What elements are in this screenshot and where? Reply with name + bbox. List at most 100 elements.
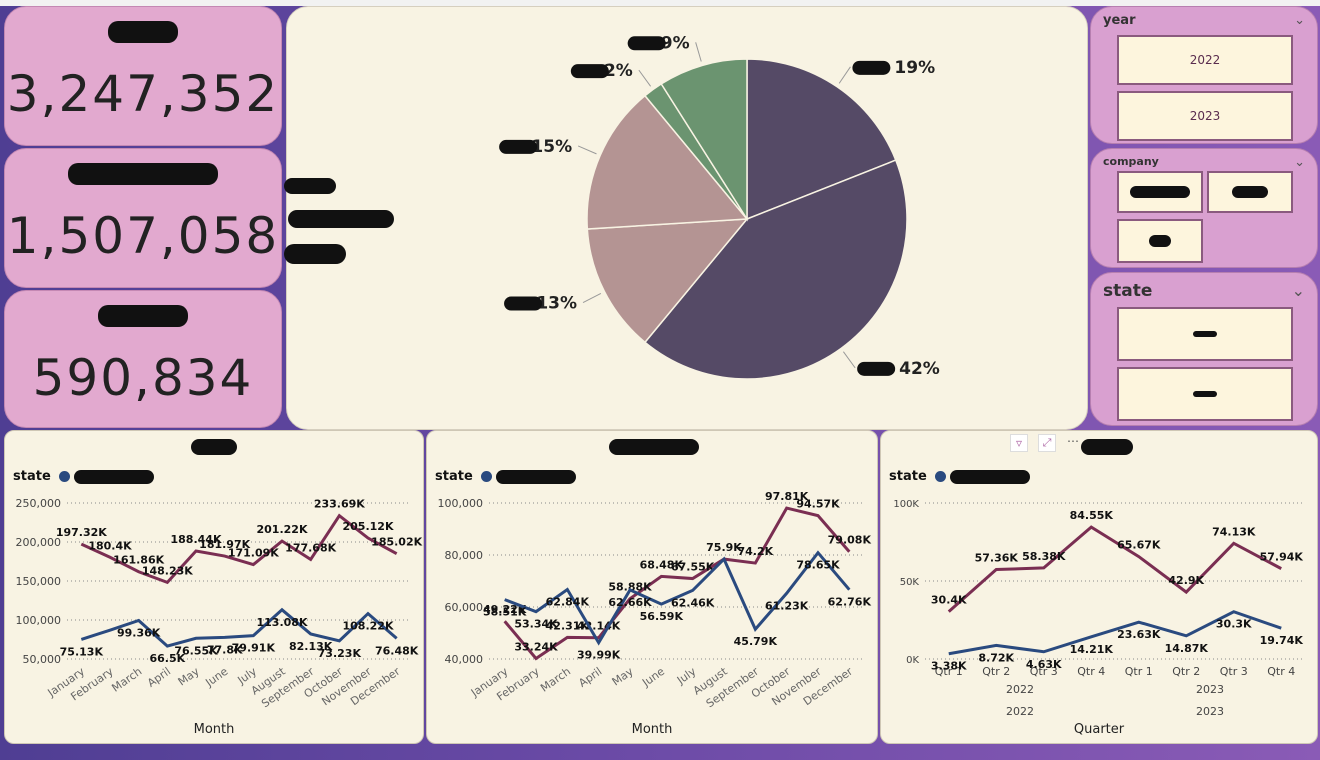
series-line[interactable] <box>948 610 1282 656</box>
kpi-card-3: 590,834 <box>4 290 282 428</box>
x-tick-label: May <box>610 665 636 689</box>
pie-slice[interactable] <box>586 94 749 230</box>
slicer-item[interactable] <box>1117 307 1293 361</box>
data-label: 61.23K <box>765 599 809 612</box>
slicer-item[interactable] <box>1117 171 1203 213</box>
kpi-value: 1,507,058 <box>6 207 280 265</box>
y-tick-label: 100K <box>893 499 919 510</box>
line-chart-card-2[interactable]: state 100,000 80,000 60,000 40,000 January Fe… <box>426 430 878 744</box>
data-label: 14.21K <box>1070 643 1114 656</box>
legend-dot <box>58 471 70 482</box>
pie-chart[interactable]: 19% 42% 13% 15% 2% 9% <box>287 7 1089 431</box>
data-label: 94.57K <box>796 498 840 511</box>
data-label: 75.9K <box>706 541 742 554</box>
data-label: 39.99K <box>577 649 621 662</box>
x-tick-label: Qtr 4 <box>1077 665 1105 678</box>
data-label: 23.63K <box>1117 628 1161 641</box>
pie-slice[interactable] <box>643 159 908 380</box>
data-label: 57.36K <box>975 552 1019 565</box>
series-line[interactable] <box>947 525 1282 613</box>
x-tick-label: March <box>109 665 144 695</box>
data-label: 108.22K <box>343 620 394 633</box>
x-tick-label: March <box>538 665 573 695</box>
x-axis-title: Month <box>631 722 673 737</box>
pie-slice[interactable] <box>660 58 748 222</box>
line-chart-card-3[interactable]: state 100K 50K 0K Qtr 1 Qtr 2 Qtr 3 Qtr 4 Qtr 1… <box>880 430 1318 744</box>
slicer-item[interactable] <box>1207 171 1293 213</box>
pie-chart-card[interactable]: 19% 42% 13% 15% 2% 9% <box>286 6 1088 430</box>
pie-leader-line <box>582 293 602 303</box>
data-label: 30.4K <box>931 594 967 607</box>
pie-slice[interactable] <box>746 58 897 221</box>
pie-slice[interactable] <box>586 218 749 344</box>
y-tick-label: 50K <box>900 577 920 588</box>
data-label: 188.44K <box>171 533 222 546</box>
y-tick-label: 200,000 <box>16 536 62 549</box>
slicer-title: year <box>1103 13 1136 28</box>
kpi-card-2: 1,507,058 <box>4 148 282 288</box>
filter-icon[interactable]: ▿ <box>1010 434 1028 452</box>
pie-category-redacted <box>499 139 538 154</box>
series-line[interactable] <box>504 550 851 646</box>
y-tick-label: 60,000 <box>445 601 484 614</box>
x-year-label: 2023 <box>1196 683 1224 696</box>
series-line[interactable] <box>80 607 398 648</box>
state-slicer[interactable]: state ⌄ <box>1090 272 1318 426</box>
chevron-down-icon[interactable]: ⌄ <box>1294 155 1305 170</box>
kpi-label-redacted <box>5 305 281 332</box>
x-tick-label: April <box>576 665 604 690</box>
line-chart[interactable]: 100K 50K 0K Qtr 1 Qtr 2 Qtr 3 Qtr 4 Qtr 1 Qtr 2 Q… <box>881 431 1319 745</box>
line-chart-card-1[interactable]: state 250,000 200,000 150,000 100,000 50,000… <box>4 430 424 744</box>
y-tick-label: 100,000 <box>438 497 484 510</box>
company-slicer[interactable]: company ⌄ <box>1090 148 1318 268</box>
series-line[interactable] <box>503 506 851 661</box>
line-chart[interactable]: 250,000200,000150,000100,00050,000Januar… <box>5 431 425 745</box>
pie-slice-label: 9% <box>661 33 690 53</box>
legend-redacted <box>73 469 154 484</box>
data-label: 74.13K <box>1212 525 1256 538</box>
pie-category-redacted <box>852 60 891 75</box>
chart-legend: state <box>435 469 576 484</box>
slicer-item-2023[interactable]: 2023 <box>1117 91 1293 141</box>
pie-slice-label: 15% <box>531 137 572 157</box>
kpi-label-redacted <box>5 163 281 190</box>
x-tick-label: June <box>639 665 667 690</box>
data-label: 42.14K <box>577 620 621 633</box>
series-line[interactable] <box>80 513 398 585</box>
more-options-icon[interactable]: ⋯ <box>1067 434 1079 448</box>
legend-title: state <box>889 469 927 484</box>
data-label: 185.02K <box>371 536 422 549</box>
data-label: 49.22K <box>483 603 527 616</box>
slicer-item[interactable] <box>1117 219 1203 263</box>
chart-legend: state <box>889 469 1030 484</box>
pie-category-redacted <box>570 64 609 79</box>
line-chart[interactable]: 100,00080,00060,00040,000JanuaryFebruary… <box>427 431 879 745</box>
legend-title: state <box>435 469 473 484</box>
data-label: 148.23K <box>142 564 193 577</box>
slicer-item[interactable] <box>1117 367 1293 421</box>
data-label: 42.31K <box>546 619 590 632</box>
data-label: 58.38K <box>1022 550 1066 563</box>
kpi-label-redacted <box>5 21 281 48</box>
year-slicer[interactable]: year ⌄ 2022 2023 <box>1090 6 1318 144</box>
data-label: 161.86K <box>113 554 164 567</box>
chart-legend: state <box>13 469 154 484</box>
x-tick-label: Qtr 3 <box>1030 665 1058 678</box>
focus-mode-icon[interactable]: ⤢ <box>1038 434 1056 452</box>
x-tick-label: Qtr 1 <box>1125 665 1153 678</box>
data-label: 79.08K <box>828 534 872 547</box>
data-label: 99.36K <box>117 626 161 639</box>
data-label: 45.79K <box>734 635 778 648</box>
data-label: 197.32K <box>56 526 107 539</box>
data-label: 201.22K <box>257 523 308 536</box>
data-label: 84.55K <box>1070 509 1114 522</box>
slicer-item-2022[interactable]: 2022 <box>1117 35 1293 85</box>
legend-redacted <box>495 469 576 484</box>
pie-slice-label: 19% <box>894 58 935 78</box>
data-label: 77.8K <box>207 643 243 656</box>
data-label: 58.51K <box>483 606 527 619</box>
chevron-down-icon[interactable]: ⌄ <box>1291 281 1305 300</box>
chevron-down-icon[interactable]: ⌄ <box>1294 13 1305 28</box>
pie-category-redacted <box>504 296 543 311</box>
pie-slice-label: 42% <box>899 359 940 379</box>
